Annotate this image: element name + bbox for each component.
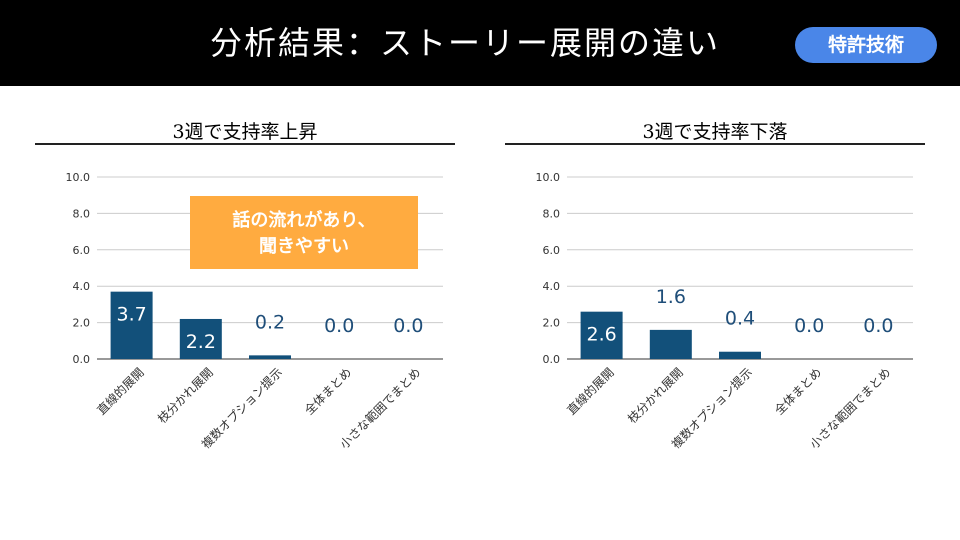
chart1-category-label: 全体まとめ	[771, 365, 824, 418]
chart0-data-label: 0.0	[393, 315, 423, 337]
chart-left-divider	[35, 143, 455, 145]
chart0-ytick-label: 8.0	[73, 207, 91, 220]
chart-right-divider	[505, 143, 925, 145]
chart1-ytick-label: 0.0	[543, 353, 561, 366]
chart0-bar	[249, 355, 291, 359]
chart0-category-label: 直線的展開	[94, 365, 147, 418]
chart1-bar	[719, 351, 761, 359]
chart1-data-label: 0.0	[794, 315, 824, 337]
chart1-ytick-label: 10.0	[536, 171, 561, 184]
chart-left-title: 3週で支持率上昇	[172, 121, 318, 143]
chart0-category-label: 枝分かれ展開	[154, 365, 216, 427]
chart1-data-label: 0.0	[863, 315, 893, 337]
chart0-ytick-label: 0.0	[73, 353, 91, 366]
chart1-bar	[580, 311, 623, 359]
chart0-data-label: 0.0	[324, 315, 354, 337]
chart1-ytick-label: 4.0	[543, 280, 561, 293]
callout-line-1: 話の流れがあり、	[232, 209, 375, 231]
chart1-ytick-label: 8.0	[543, 207, 561, 220]
chart0-data-label: 0.2	[255, 311, 285, 333]
chart1-ytick-label: 6.0	[543, 244, 561, 257]
chart0-bar	[179, 318, 222, 359]
chart0-category-label: 全体まとめ	[301, 365, 354, 418]
chart1-data-label: 1.6	[656, 286, 686, 308]
chart0-data-label: 2.2	[186, 331, 216, 353]
chart0-ytick-label: 6.0	[73, 244, 91, 257]
page-title: 分析結果：ストーリー展開の違い	[210, 24, 721, 62]
callout-line-2: 聞きやすい	[259, 236, 349, 257]
header-bar: 分析結果：ストーリー展開の違い 特許技術	[0, 0, 960, 86]
patent-badge: 特許技術	[795, 27, 937, 63]
chart1-bar	[649, 329, 692, 359]
callout-bubble: 話の流れがあり、聞きやすい	[190, 196, 418, 269]
chart1-ytick-label: 2.0	[543, 317, 561, 330]
chart1-category-label: 枝分かれ展開	[624, 365, 686, 427]
chart-support-fall: 0.02.04.06.08.010.02.6直線的展開1.6枝分かれ展開0.4複…	[536, 171, 913, 451]
chart1-category-label: 直線的展開	[564, 365, 617, 418]
chart-right-title: 3週で支持率下落	[642, 121, 788, 143]
chart1-data-label: 0.4	[725, 308, 755, 330]
chart0-ytick-label: 10.0	[66, 171, 91, 184]
chart0-ytick-label: 4.0	[73, 280, 91, 293]
chart-support-rise: 0.02.04.06.08.010.03.7直線的展開2.2枝分かれ展開0.2複…	[66, 171, 443, 451]
chart0-data-label: 3.7	[116, 304, 146, 326]
chart0-bar	[110, 291, 153, 359]
callout-box	[190, 196, 418, 269]
chart1-data-label: 2.6	[586, 324, 616, 346]
chart0-ytick-label: 2.0	[73, 317, 91, 330]
